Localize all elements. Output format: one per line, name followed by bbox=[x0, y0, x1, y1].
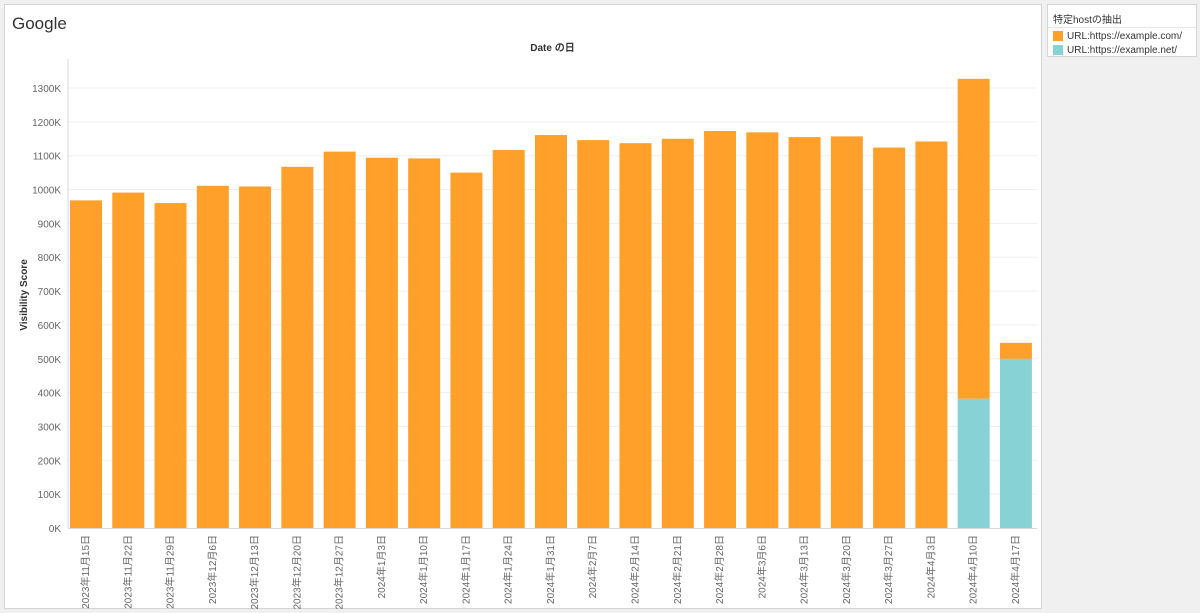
x-tick-label: 2024年1月17日 bbox=[459, 535, 472, 604]
x-tick-label: 2023年12月20日 bbox=[290, 535, 303, 610]
legend-panel: 特定hostの抽出 URL:https://example.com/ URL:h… bbox=[1047, 4, 1197, 57]
y-tick-label: 500K bbox=[38, 355, 62, 366]
legend-swatch-teal bbox=[1053, 45, 1063, 55]
x-tick-label: 2024年1月3日 bbox=[375, 535, 388, 598]
x-tick-label: 2024年3月13日 bbox=[798, 535, 811, 604]
bar-segment-example-com bbox=[492, 149, 525, 528]
worksheet-title: Google bbox=[12, 14, 67, 33]
bar-segment-example-com bbox=[112, 192, 145, 529]
legend-item-example-com[interactable]: URL:https://example.com/ bbox=[1053, 30, 1182, 42]
bar-segment-example-com bbox=[70, 200, 102, 528]
bar-segment-example-com bbox=[577, 140, 610, 528]
x-axis-title: Date の日 bbox=[530, 42, 574, 54]
y-tick-label: 300K bbox=[38, 422, 62, 433]
x-tick-label: 2024年1月31日 bbox=[544, 535, 557, 604]
bar-segment-example-com bbox=[534, 135, 567, 529]
y-tick-label: 1000K bbox=[32, 186, 61, 197]
legend-label: URL:https://example.net/ bbox=[1067, 44, 1178, 56]
bar-segment-example-com bbox=[323, 151, 356, 528]
bar-segment-example-com bbox=[281, 166, 314, 528]
x-tick-label: 2024年3月6日 bbox=[755, 535, 768, 598]
chart-panel: Google Date の日 Visibility Score 0K 100K 200K… bbox=[4, 4, 1042, 610]
x-tick-label: 2023年12月13日 bbox=[248, 535, 261, 610]
y-tick-label: 0K bbox=[49, 524, 62, 535]
y-tick-label: 1300K bbox=[32, 84, 61, 95]
stacked-bar-chart: Date の日 Visibility Score 0K 100K 200K 300K 400… bbox=[19, 42, 1037, 610]
bar-segment-example-com bbox=[408, 158, 441, 528]
bar-segment-example-com bbox=[704, 130, 737, 528]
y-tick-label: 900K bbox=[38, 219, 62, 230]
x-tick-label: 2024年4月17日 bbox=[1009, 535, 1022, 604]
x-tick-label: 2023年12月6日 bbox=[206, 535, 219, 604]
y-tick-label: 600K bbox=[38, 321, 62, 332]
x-tick-label: 2024年4月10日 bbox=[967, 535, 980, 604]
x-tick-label: 2024年3月20日 bbox=[840, 535, 853, 604]
x-tick-label: 2023年11月15日 bbox=[79, 535, 92, 609]
x-tick-label: 2024年2月7日 bbox=[586, 535, 599, 598]
x-tick-label: 2024年2月21日 bbox=[671, 535, 684, 604]
bar-segment-example-com bbox=[619, 143, 652, 528]
legend-item-example-net[interactable]: URL:https://example.net/ bbox=[1053, 44, 1177, 56]
y-tick-label: 700K bbox=[38, 287, 62, 298]
y-tick-label: 800K bbox=[38, 253, 62, 264]
bar-segment-example-com bbox=[196, 185, 229, 529]
x-tick-label: 2024年2月14日 bbox=[629, 535, 642, 604]
x-tick-label: 2023年12月27日 bbox=[333, 535, 346, 610]
x-tick-label: 2024年4月3日 bbox=[924, 535, 937, 598]
bar-segment-example-com bbox=[915, 141, 948, 528]
x-tick-label: 2023年11月29日 bbox=[164, 535, 177, 609]
legend-label: URL:https://example.com/ bbox=[1067, 30, 1183, 42]
bar-segment-example-com bbox=[873, 147, 906, 529]
y-tick-label: 1200K bbox=[32, 118, 61, 129]
bar-segment-example-com bbox=[661, 138, 694, 528]
legend-title: 特定hostの抽出 bbox=[1053, 15, 1122, 26]
x-tick-label: 2024年1月24日 bbox=[502, 535, 515, 604]
bar-segment-example-net bbox=[999, 358, 1032, 528]
bar-segment-example-com bbox=[746, 132, 779, 528]
x-tick-label: 2024年3月27日 bbox=[882, 535, 895, 604]
bar-segment-example-com bbox=[788, 137, 821, 529]
bar-segment-example-com bbox=[957, 78, 990, 399]
bar-segment-example-com bbox=[830, 136, 863, 528]
bar-segment-example-net bbox=[957, 398, 990, 528]
bar-segment-example-com bbox=[450, 172, 483, 528]
y-tick-label: 1100K bbox=[33, 152, 62, 163]
bar-segment-example-com bbox=[239, 186, 272, 528]
legend-divider bbox=[1048, 27, 1196, 28]
x-tick-label: 2023年11月22日 bbox=[121, 535, 134, 609]
y-axis-title: Visibility Score bbox=[19, 259, 30, 331]
y-tick-label: 200K bbox=[38, 456, 62, 467]
legend-swatch-orange bbox=[1053, 31, 1063, 41]
x-tick-label: 2024年2月28日 bbox=[713, 535, 726, 604]
y-tick-label: 400K bbox=[38, 389, 62, 400]
bar-segment-example-com bbox=[365, 157, 398, 528]
x-tick-label: 2024年1月10日 bbox=[417, 535, 430, 604]
bar-segment-example-com bbox=[999, 342, 1032, 359]
y-tick-label: 100K bbox=[38, 490, 62, 501]
bar-segment-example-com bbox=[154, 203, 187, 529]
